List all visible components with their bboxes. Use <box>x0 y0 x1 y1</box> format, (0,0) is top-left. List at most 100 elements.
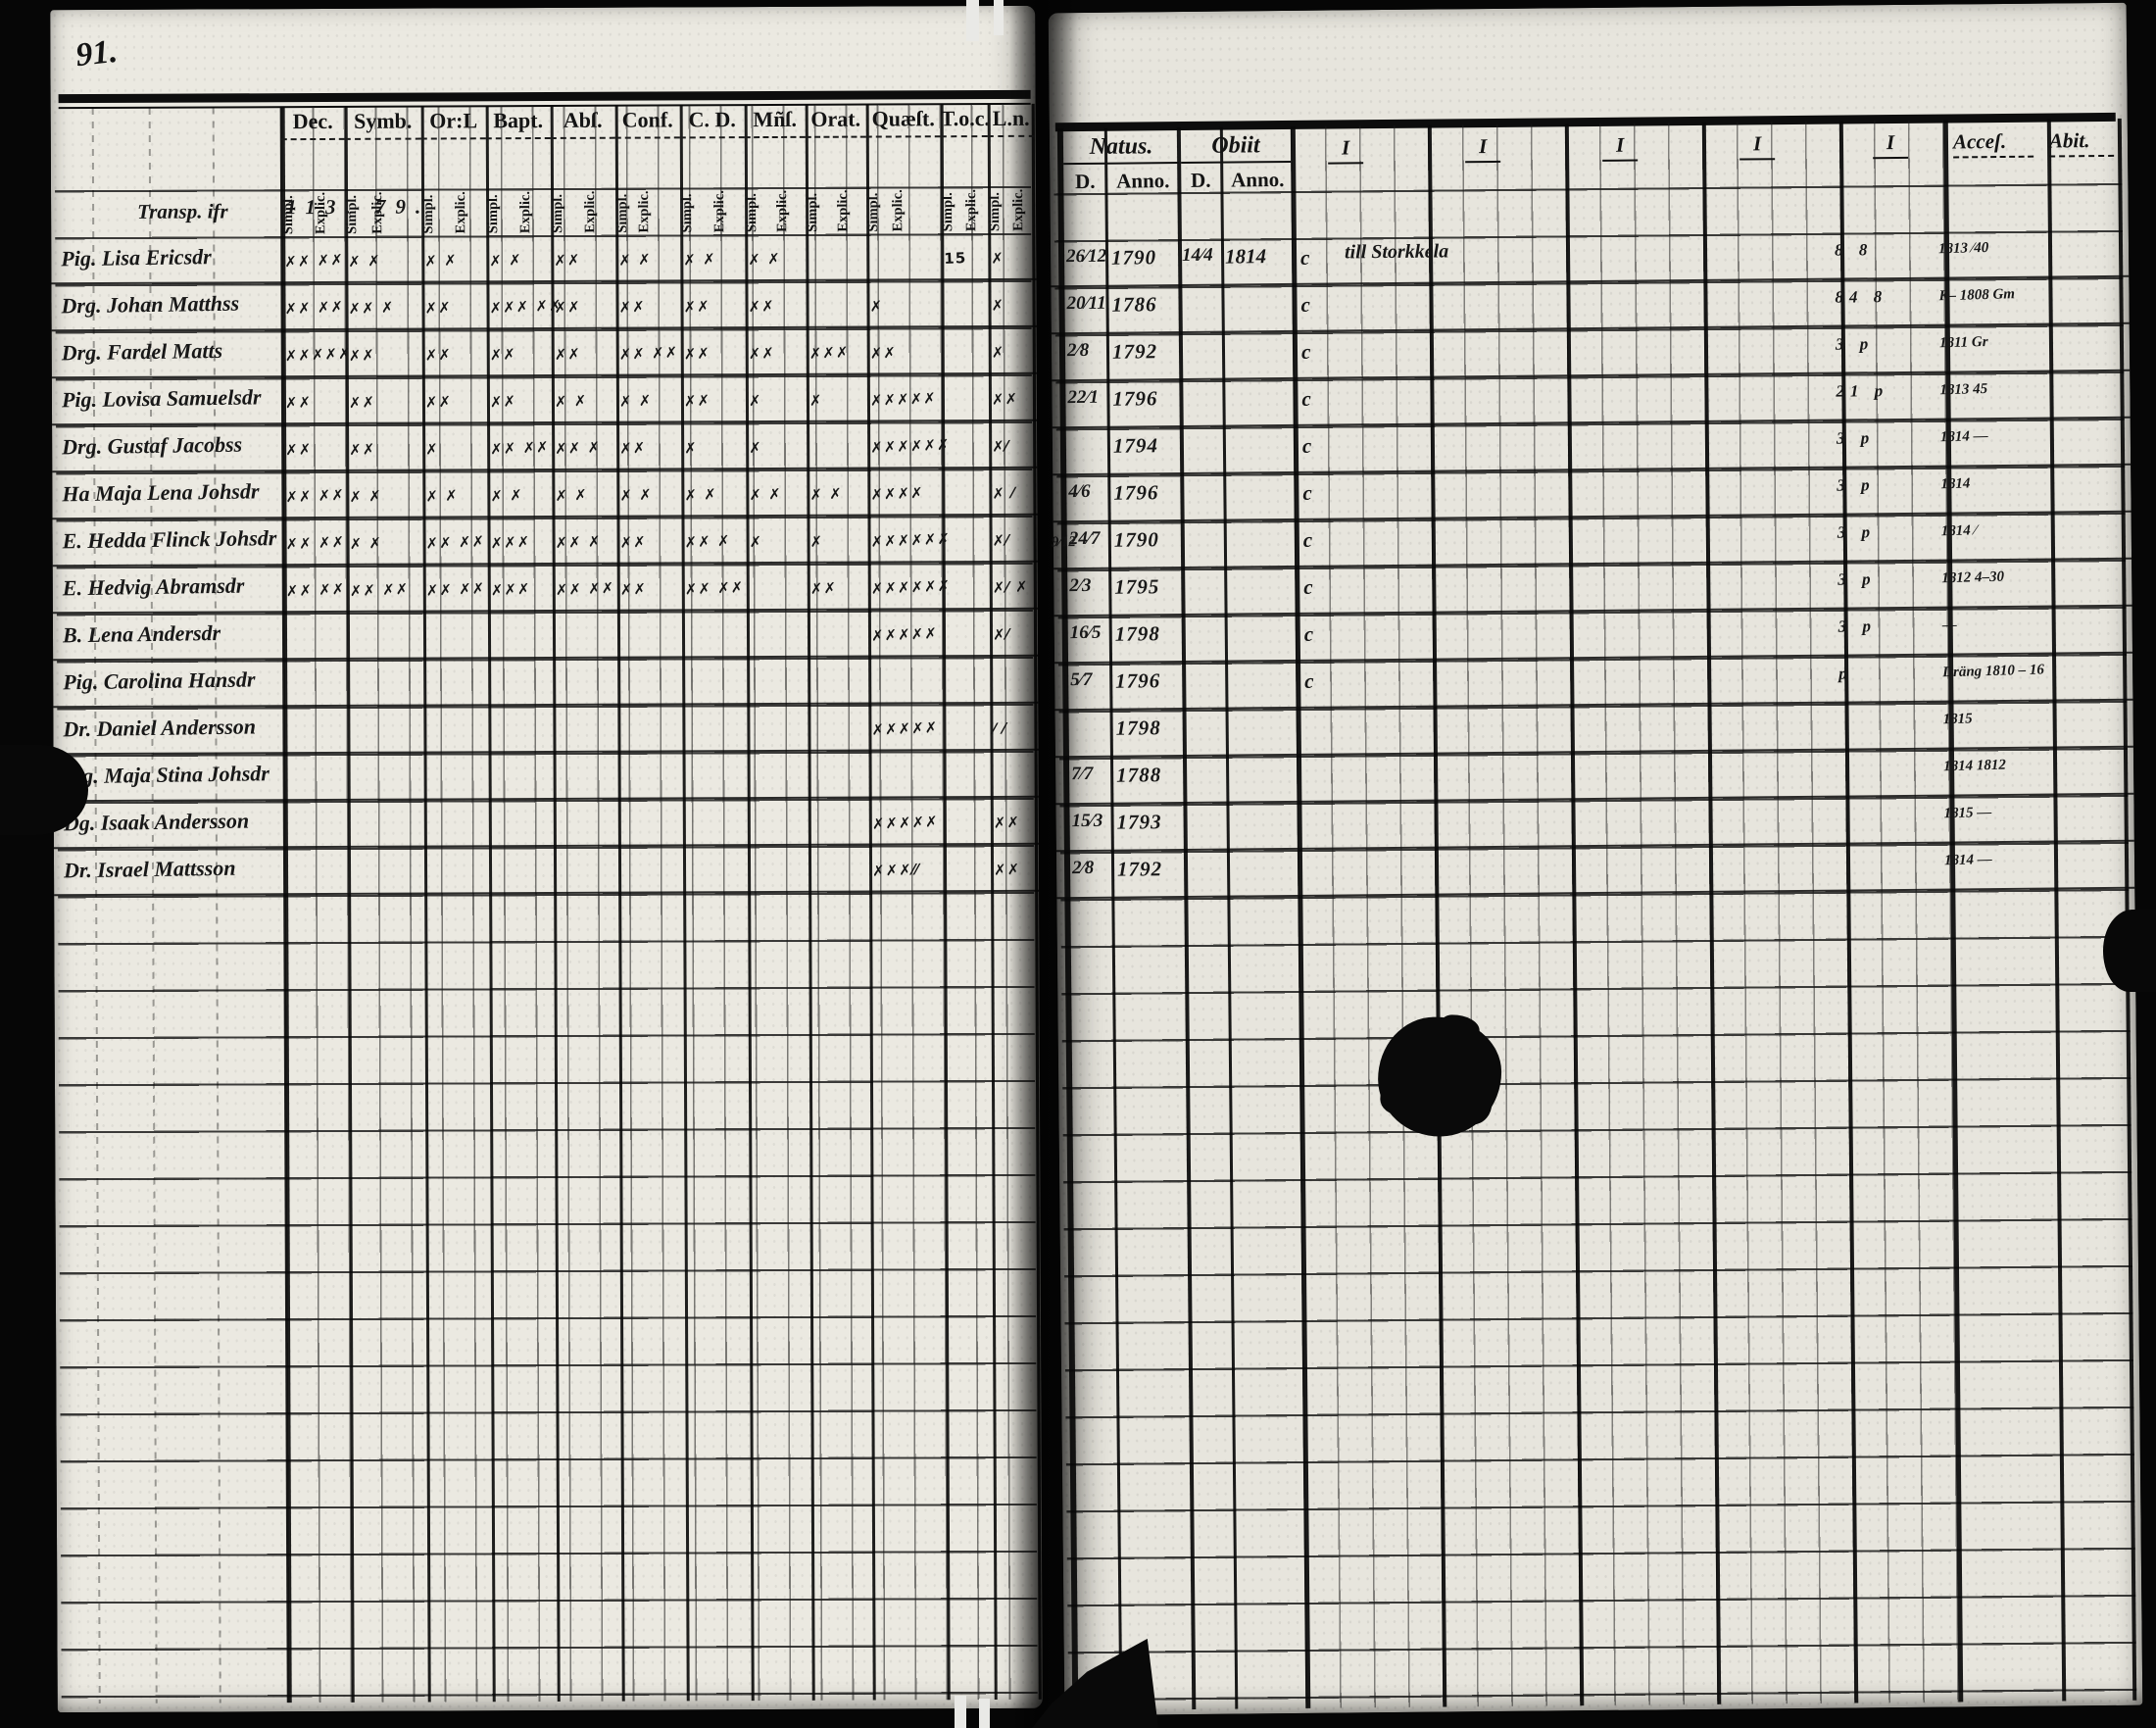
marks-minf <box>750 672 807 674</box>
ledger-row: E. Hedvig Abramsdr ✗✗ ✗✗ ✗✗ ✗✗ ✗✗ ✗✗ ✗✗✗… <box>52 562 1038 615</box>
marks-orl <box>427 862 488 864</box>
person-name: Drg. Johan Matthss <box>61 290 240 319</box>
right-rows: 26⁄12 1790 14⁄4 1814 c till Storkkela 8 … <box>1050 229 2135 900</box>
marks-conf: ✗✗ <box>619 532 648 552</box>
ledger-row: E. Hedda Flinck Johsdr ✗✗ ✗✗ ✗ ✗ ✗✗ ✗✗ ✗… <box>52 515 1038 568</box>
marks-dec: ✗✗ ✗✗ <box>284 297 345 319</box>
marks-cd: ✗✗ <box>683 391 711 411</box>
communion-mark: c <box>1304 668 1314 693</box>
marks-cd: ✗ ✗ <box>684 485 718 505</box>
obiit-year <box>1228 573 1297 574</box>
margin-annotation: 1814 <box>1940 475 1971 493</box>
marks-quaest: ✗✗✗✗✗ <box>871 718 939 739</box>
marks-abs: ✗✗ <box>554 297 582 318</box>
marks-quaest: ✗✗✗⁄⁄ <box>871 860 920 880</box>
marks-orat: ✗ ✗ <box>809 484 844 504</box>
marks-dec: ✗✗ ✗✗ <box>285 579 346 601</box>
marks-orat: ✗✗✗ <box>808 343 850 363</box>
marks-cd <box>685 719 746 721</box>
marks-orat <box>810 719 867 721</box>
marks-orl <box>427 767 488 769</box>
marks-dec <box>286 721 347 723</box>
marks-quaest: ✗✗✗✗ <box>870 483 924 504</box>
ledger-row: Drg. Fardel Matts ✗✗✗✗✗ ✗✗ ✗✗ ✗✗ ✗✗ ✗✗ ✗… <box>51 326 1037 379</box>
natus-year: 1798 <box>1114 621 1160 646</box>
marks-abs <box>556 626 616 628</box>
marks-abs: ✗✗ <box>554 250 581 271</box>
marks-conf <box>620 719 681 721</box>
margin-annotation: 1811 Gr <box>1938 333 1988 352</box>
natus-day: 2⁄8 <box>1071 857 1095 879</box>
marks-symb <box>350 720 422 723</box>
ledger-row: Dr. Daniel Andersson ✗✗✗✗✗ ⁄ ⁄ <box>53 703 1039 756</box>
marks-bapt: ✗ ✗ <box>490 486 524 506</box>
obiit-year <box>1225 291 1294 292</box>
row-note <box>1350 848 1860 853</box>
person-name: Pig. Lisa Ericsdr <box>61 244 212 272</box>
marks-toc: 15 <box>943 249 967 268</box>
marks-dec: ✗✗ ✗✗ <box>284 250 345 272</box>
natus-year: 1786 <box>1111 292 1157 317</box>
marks-dec <box>286 627 347 629</box>
year-column-mark: I <box>1601 132 1639 162</box>
marks-dec: ✗✗✗✗✗ <box>284 344 352 366</box>
marks-conf: ✗✗ ✗✗ <box>618 343 679 364</box>
marks-orl: ✗✗ <box>424 345 453 365</box>
communion-mark: c <box>1301 433 1312 458</box>
obiit-year <box>1227 432 1296 433</box>
marks-quaest: ✗✗✗✗✗✗ <box>870 576 952 598</box>
ledger-row: Dr. Israel Mattsson ✗✗✗⁄⁄ ✗✗ <box>53 844 1040 897</box>
marks-cd <box>686 814 747 815</box>
marks-abs: ✗✗ ✗ <box>554 438 602 459</box>
obiit-anno-header: Anno. <box>1231 168 1285 192</box>
ledger-row: B. Lena Andersdr ✗✗✗✗✗ ✗⁄ <box>52 609 1039 662</box>
marks-abs <box>556 720 616 722</box>
marks-toc <box>947 813 990 815</box>
marks-toc <box>945 389 988 391</box>
marks-conf <box>621 861 682 863</box>
obiit-year <box>1230 715 1298 716</box>
obiit-year <box>1229 620 1298 621</box>
marks-cd <box>685 672 746 674</box>
marks-cd: ✗✗ <box>683 297 711 317</box>
obiit-year <box>1230 762 1298 763</box>
marks-quaest: ✗✗✗✗✗ <box>870 624 939 645</box>
natus-header: Natus. <box>1062 133 1180 166</box>
natus-year: 1788 <box>1116 763 1162 787</box>
obiit-year <box>1228 526 1297 527</box>
obiit-year <box>1230 809 1298 810</box>
marks-minf: ✗ <box>748 391 762 411</box>
row-note <box>1348 566 1857 570</box>
marks-minf <box>750 625 807 627</box>
obiit-year <box>1231 856 1299 857</box>
row-note <box>1347 424 1856 429</box>
obiit-year: 1814 <box>1224 244 1267 269</box>
tally-numbers: 3 p <box>1837 475 1876 495</box>
marks-conf: ✗ ✗ <box>618 250 653 270</box>
marks-conf <box>620 672 681 674</box>
marks-cd: ✗✗ ✗✗ <box>684 578 745 599</box>
communion-mark: c <box>1303 574 1313 599</box>
marks-orat <box>810 625 867 627</box>
marks-minf: ✗ ✗ <box>747 249 782 270</box>
marks-orat <box>808 249 865 251</box>
tally-numbers: 3 p <box>1838 617 1878 636</box>
ledger-row: Pig. Lovisa Samuelsdr ✗✗ ✗✗ ✗✗ ✗✗ ✗ ✗ ✗ … <box>51 373 1038 426</box>
natus-year: 1796 <box>1115 668 1161 693</box>
marks-bapt: ✗✗ ✗✗ <box>489 437 551 459</box>
marks-abs: ✗ ✗ <box>554 391 588 412</box>
tally-numbers <box>1839 758 1930 759</box>
marks-orat <box>810 672 867 674</box>
marks-quaest: ✗ <box>869 297 884 316</box>
marks-orl: ✗ <box>424 440 440 459</box>
marks-conf: ✗ ✗ <box>618 391 653 411</box>
marks-minf <box>751 766 808 768</box>
marks-cd <box>686 861 747 863</box>
person-name: Ha Maja Lena Johsdr <box>62 478 260 507</box>
natus-year: 1792 <box>1116 857 1163 881</box>
marks-cd: ✗ ✗ <box>683 250 717 270</box>
margin-annotation: 1814 — <box>1943 851 1992 869</box>
person-name: Pig. Lovisa Samuelsdr <box>61 384 262 413</box>
marks-orat: ✗ <box>809 532 824 551</box>
row-note <box>1348 518 1857 523</box>
